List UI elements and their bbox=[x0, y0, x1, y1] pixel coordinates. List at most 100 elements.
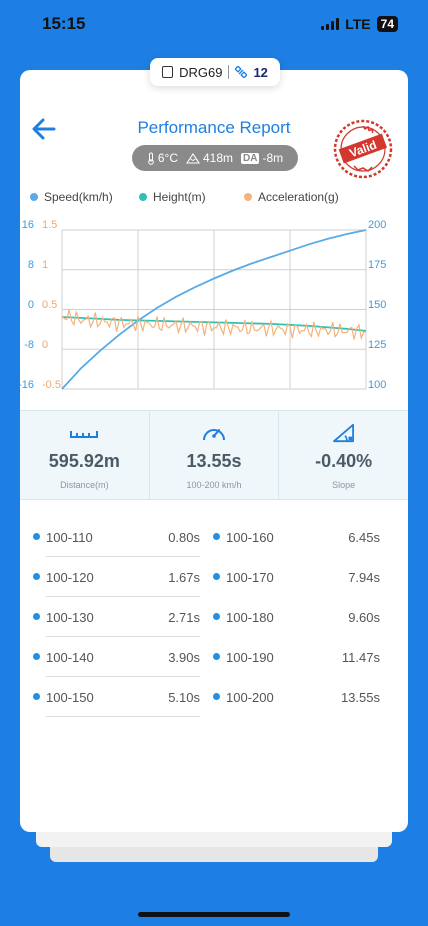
stat-time-value: 13.55s bbox=[186, 451, 242, 471]
split-item: 100-190 11.47s bbox=[210, 638, 380, 678]
status-indicators: LTE 74 bbox=[321, 16, 398, 32]
tick-label-speed: 100 bbox=[368, 379, 386, 391]
status-time: 15:15 bbox=[42, 14, 86, 33]
split-item: 100-160 6.45s bbox=[210, 518, 380, 558]
tick-label-height: 0 bbox=[28, 299, 34, 311]
series-speed bbox=[61, 229, 367, 390]
split-item: 100-200 13.55s bbox=[210, 678, 380, 718]
split-time: 2.71s bbox=[168, 610, 200, 625]
split-time: 0.80s bbox=[168, 530, 200, 545]
split-time: 1.67s bbox=[168, 570, 200, 585]
tick-label-acceleration: 0 bbox=[42, 339, 48, 351]
split-time: 7.94s bbox=[348, 570, 380, 585]
tick-label-height: -8 bbox=[24, 339, 34, 351]
speedometer-icon bbox=[203, 429, 225, 441]
split-item: 100-170 7.94s bbox=[210, 558, 380, 598]
split-item: 100-150 5.10s bbox=[30, 678, 200, 718]
split-bullet bbox=[33, 613, 40, 620]
split-label: 100-190 bbox=[226, 650, 274, 665]
split-item: 100-140 3.90s bbox=[30, 638, 200, 678]
series-acceleration bbox=[61, 309, 367, 341]
split-time: 3.90s bbox=[168, 650, 200, 665]
temperature: 6°C bbox=[147, 151, 178, 165]
stat-distance-label: Distance(m) bbox=[60, 480, 109, 490]
stats-panel: 595.92m Distance(m) 13.55s 100-200 km/h … bbox=[20, 410, 408, 500]
split-bullet bbox=[213, 613, 220, 620]
signal-icon bbox=[321, 18, 340, 30]
divider bbox=[46, 716, 200, 717]
conditions-chip: 6°C 418m DA -8m bbox=[132, 145, 298, 171]
split-time: 13.55s bbox=[340, 690, 380, 705]
split-time: 9.60s bbox=[348, 610, 380, 625]
tick-label-height: 8 bbox=[28, 259, 34, 271]
tick-label-acceleration: 1.5 bbox=[42, 219, 57, 231]
divider bbox=[46, 596, 200, 597]
split-label: 100-160 bbox=[226, 530, 274, 545]
status-bar: 15:15 LTE 74 bbox=[0, 0, 428, 50]
altitude-value: 418m bbox=[202, 151, 234, 165]
satellite-count: 12 bbox=[253, 64, 268, 80]
device-tag[interactable]: DRG69 12 bbox=[150, 58, 280, 86]
legend-acceleration-dot bbox=[244, 193, 252, 201]
stat-slope: -0.40% Slope bbox=[278, 411, 408, 499]
slope-icon bbox=[332, 423, 354, 443]
tick-label-acceleration: 0.5 bbox=[42, 299, 57, 311]
stat-distance-value: 595.92m bbox=[48, 451, 120, 471]
split-label: 100-150 bbox=[46, 690, 94, 705]
chart-legend: Speed(km/h) Height(m) Acceleration(g) bbox=[30, 190, 390, 206]
split-bullet bbox=[33, 693, 40, 700]
tick-label-speed: 200 bbox=[368, 219, 386, 231]
split-bullet bbox=[213, 573, 220, 580]
stat-distance: 595.92m Distance(m) bbox=[20, 411, 149, 499]
legend-acceleration: Acceleration(g) bbox=[244, 190, 339, 204]
back-arrow-icon[interactable] bbox=[30, 117, 58, 141]
split-label: 100-180 bbox=[226, 610, 274, 625]
split-time: 6.45s bbox=[348, 530, 380, 545]
thermometer-icon bbox=[148, 152, 154, 165]
stat-time-label: 100-200 km/h bbox=[186, 480, 242, 490]
stat-slope-value: -0.40% bbox=[315, 451, 373, 471]
legend-height-label: Height(m) bbox=[153, 190, 206, 204]
battery-icon: 74 bbox=[376, 16, 398, 32]
network-label: LTE bbox=[345, 16, 371, 32]
performance-chart: 16 8 0 -8 -16 1.5 1 0.5 0 -0.5 200 175 150 125 100 bbox=[20, 219, 386, 391]
altitude: 418m bbox=[185, 151, 234, 165]
da-badge: DA bbox=[241, 152, 260, 164]
legend-speed-dot bbox=[30, 193, 38, 201]
split-label: 100-130 bbox=[46, 610, 94, 625]
legend-height-dot bbox=[139, 193, 147, 201]
split-bullet bbox=[213, 533, 220, 540]
split-label: 100-170 bbox=[226, 570, 274, 585]
tick-label-speed: 175 bbox=[368, 259, 386, 271]
tick-label-speed: 150 bbox=[368, 299, 386, 311]
split-bullet bbox=[33, 653, 40, 660]
density-altitude-value: -8m bbox=[262, 151, 284, 165]
stat-slope-label: Slope bbox=[332, 480, 356, 490]
temperature-value: 6°C bbox=[157, 151, 178, 165]
tick-label-speed: 125 bbox=[368, 339, 386, 351]
home-indicator[interactable] bbox=[138, 912, 290, 917]
tick-label-height: -16 bbox=[20, 379, 34, 391]
split-bullet bbox=[213, 693, 220, 700]
page-title: Performance Report bbox=[137, 118, 291, 137]
split-time: 5.10s bbox=[168, 690, 200, 705]
density-altitude: DA -8m bbox=[241, 151, 283, 165]
valid-stamp: Valid bbox=[333, 119, 393, 179]
tick-label-height: 16 bbox=[22, 219, 34, 231]
tick-label-acceleration: -0.5 bbox=[42, 379, 61, 391]
legend-acceleration-label: Acceleration(g) bbox=[258, 190, 339, 204]
divider bbox=[46, 556, 200, 557]
split-item: 100-180 9.60s bbox=[210, 598, 380, 638]
split-label: 100-140 bbox=[46, 650, 94, 665]
split-bullet bbox=[33, 573, 40, 580]
divider bbox=[228, 65, 230, 79]
legend-speed: Speed(km/h) bbox=[30, 190, 113, 204]
split-item: 100-130 2.71s bbox=[30, 598, 200, 638]
satellite-icon bbox=[235, 66, 248, 78]
legend-speed-label: Speed(km/h) bbox=[44, 190, 113, 204]
divider bbox=[46, 636, 200, 637]
device-icon bbox=[162, 66, 174, 78]
split-label: 100-120 bbox=[46, 570, 94, 585]
split-item: 100-120 1.67s bbox=[30, 558, 200, 598]
split-bullet bbox=[33, 533, 40, 540]
